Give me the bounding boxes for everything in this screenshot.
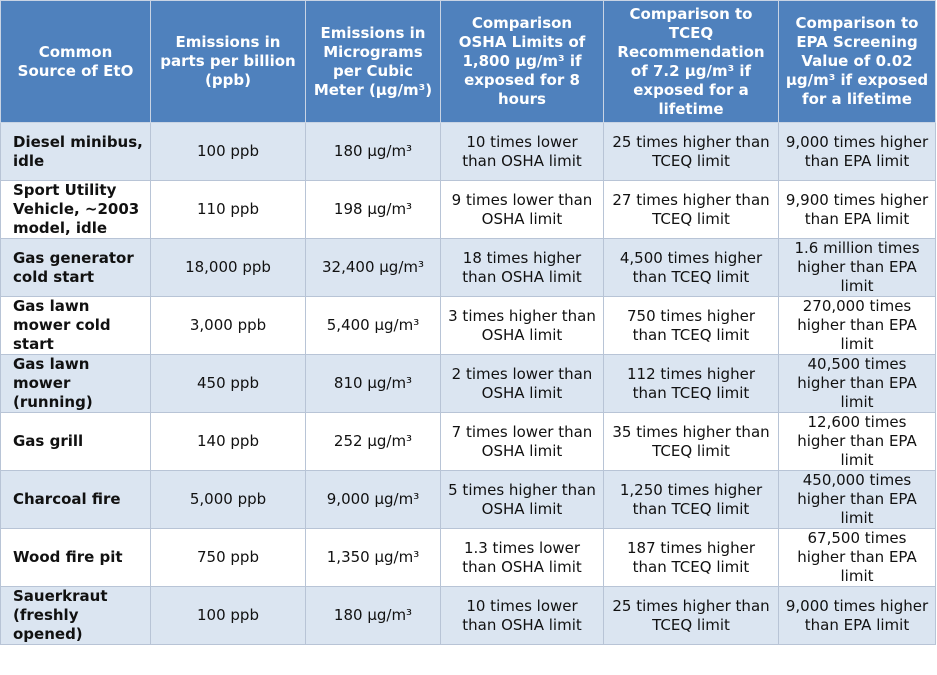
data-cell: 9,000 µg/m³ <box>305 470 441 529</box>
data-cell: 9,900 times higher than EPA limit <box>778 180 936 239</box>
data-cell: 5,000 ppb <box>150 470 306 529</box>
data-cell: 750 ppb <box>150 528 306 587</box>
header-cell: Emissions in parts per billion (ppb) <box>150 0 306 123</box>
source-cell: Gas grill <box>0 412 151 471</box>
source-cell: Sauerkraut (freshly opened) <box>0 586 151 645</box>
data-cell: 10 times lower than OSHA limit <box>440 586 604 645</box>
table-row: Gas generator cold start 18,000 ppb 32,400… <box>0 238 936 297</box>
data-cell: 270,000 times higher than EPA limit <box>778 296 936 355</box>
data-cell: 9,000 times higher than EPA limit <box>778 586 936 645</box>
table-row: Gas grill 140 ppb 252 µg/m³ 7 times lower t… <box>0 412 936 471</box>
table-row: Wood fire pit 750 ppb 1,350 µg/m³ 1.3 times… <box>0 528 936 587</box>
data-cell: 9,000 times higher than EPA limit <box>778 122 936 181</box>
source-cell: Gas lawn mower (running) <box>0 354 151 413</box>
data-cell: 1,350 µg/m³ <box>305 528 441 587</box>
header-cell: Emissions in Micrograms per Cubic Meter … <box>305 0 441 123</box>
data-cell: 27 times higher than TCEQ limit <box>603 180 779 239</box>
table-row: Diesel minibus, idle 100 ppb 180 µg/m³ 10 t… <box>0 122 936 181</box>
data-cell: 12,600 times higher than EPA limit <box>778 412 936 471</box>
header-cell: Comparison to TCEQ Recommendation of 7.2… <box>603 0 779 123</box>
header-cell: Comparison OSHA Limits of 1,800 µg/m³ if… <box>440 0 604 123</box>
data-cell: 450 ppb <box>150 354 306 413</box>
header-row: Common Source of EtO Emissions in parts p… <box>0 0 936 123</box>
data-cell: 187 times higher than TCEQ limit <box>603 528 779 587</box>
data-cell: 5 times higher than OSHA limit <box>440 470 604 529</box>
data-cell: 35 times higher than TCEQ limit <box>603 412 779 471</box>
source-cell: Gas generator cold start <box>0 238 151 297</box>
emissions-table: Common Source of EtO Emissions in parts p… <box>0 0 936 645</box>
header-cell: Comparison to EPA Screening Value of 0.0… <box>778 0 936 123</box>
data-cell: 252 µg/m³ <box>305 412 441 471</box>
data-cell: 3,000 ppb <box>150 296 306 355</box>
table-row: Sport Utility Vehicle, ~2003 model, idle… <box>0 180 936 239</box>
data-cell: 112 times higher than TCEQ limit <box>603 354 779 413</box>
table-body: Diesel minibus, idle 100 ppb 180 µg/m³ 10 t… <box>0 122 936 645</box>
data-cell: 18 times higher than OSHA limit <box>440 238 604 297</box>
source-cell: Sport Utility Vehicle, ~2003 model, idle <box>0 180 151 239</box>
data-cell: 5,400 µg/m³ <box>305 296 441 355</box>
data-cell: 198 µg/m³ <box>305 180 441 239</box>
table-row: Gas lawn mower cold start 3,000 ppb 5,400 … <box>0 296 936 355</box>
data-cell: 810 µg/m³ <box>305 354 441 413</box>
data-cell: 25 times higher than TCEQ limit <box>603 122 779 181</box>
data-cell: 140 ppb <box>150 412 306 471</box>
data-cell: 180 µg/m³ <box>305 122 441 181</box>
table-header: Common Source of EtO Emissions in parts p… <box>0 0 936 123</box>
data-cell: 67,500 times higher than EPA limit <box>778 528 936 587</box>
table-row: Sauerkraut (freshly opened) 100 ppb 180 µg… <box>0 586 936 645</box>
data-cell: 18,000 ppb <box>150 238 306 297</box>
data-cell: 9 times lower than OSHA limit <box>440 180 604 239</box>
data-cell: 25 times higher than TCEQ limit <box>603 586 779 645</box>
data-cell: 110 ppb <box>150 180 306 239</box>
source-cell: Charcoal fire <box>0 470 151 529</box>
table-row: Gas lawn mower (running) 450 ppb 810 µg/m³… <box>0 354 936 413</box>
data-cell: 750 times higher than TCEQ limit <box>603 296 779 355</box>
source-cell: Gas lawn mower cold start <box>0 296 151 355</box>
data-cell: 10 times lower than OSHA limit <box>440 122 604 181</box>
data-cell: 180 µg/m³ <box>305 586 441 645</box>
data-cell: 32,400 µg/m³ <box>305 238 441 297</box>
data-cell: 1.6 million times higher than EPA limit <box>778 238 936 297</box>
data-cell: 450,000 times higher than EPA limit <box>778 470 936 529</box>
data-cell: 100 ppb <box>150 122 306 181</box>
data-cell: 100 ppb <box>150 586 306 645</box>
data-cell: 1.3 times lower than OSHA limit <box>440 528 604 587</box>
data-cell: 2 times lower than OSHA limit <box>440 354 604 413</box>
data-cell: 1,250 times higher than TCEQ limit <box>603 470 779 529</box>
source-cell: Wood fire pit <box>0 528 151 587</box>
data-cell: 40,500 times higher than EPA limit <box>778 354 936 413</box>
data-cell: 3 times higher than OSHA limit <box>440 296 604 355</box>
header-cell: Common Source of EtO <box>0 0 151 123</box>
table-row: Charcoal fire 5,000 ppb 9,000 µg/m³ 5 times… <box>0 470 936 529</box>
data-cell: 4,500 times higher than TCEQ limit <box>603 238 779 297</box>
data-cell: 7 times lower than OSHA limit <box>440 412 604 471</box>
source-cell: Diesel minibus, idle <box>0 122 151 181</box>
